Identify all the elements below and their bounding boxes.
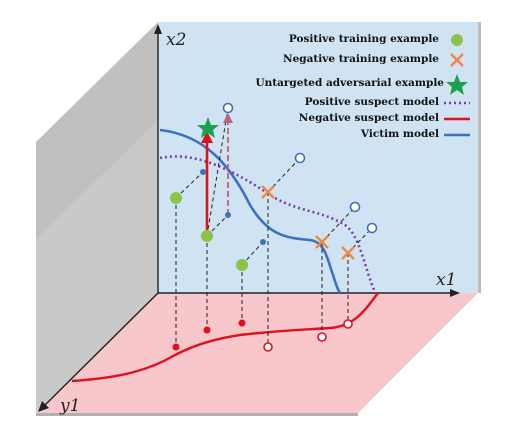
floor-point bbox=[203, 326, 211, 334]
projected-point bbox=[225, 212, 231, 218]
legend-label-positive-example: Positive training example bbox=[288, 33, 439, 45]
x2-axis-arrow bbox=[154, 24, 162, 34]
floor-point bbox=[172, 343, 180, 351]
left-wall-shade bbox=[36, 22, 158, 240]
legend-label-victim-model: Victim model bbox=[360, 128, 439, 140]
hollow-points bbox=[222, 102, 378, 234]
legend-marker-negative bbox=[450, 53, 464, 67]
x1-axis-label: x1 bbox=[436, 270, 457, 290]
y1-axis-label: y1 bbox=[60, 396, 81, 416]
legend-label-adversarial-example: Untargeted adversarial example bbox=[255, 77, 444, 89]
y1-axis bbox=[43, 292, 159, 407]
floor-hollow-points bbox=[263, 319, 353, 352]
x1-axis-arrow bbox=[450, 289, 460, 297]
x2-axis-label: x2 bbox=[166, 30, 187, 50]
floor-edge bbox=[36, 413, 358, 416]
positive-example bbox=[201, 230, 213, 242]
floor-point bbox=[238, 319, 246, 327]
projected-point bbox=[260, 239, 266, 245]
positive-suspect-curve bbox=[159, 155, 377, 293]
back-wall bbox=[158, 22, 478, 293]
adversarial-arrow-dashed-head bbox=[223, 113, 233, 123]
adversarial-arrow-solid-head bbox=[201, 131, 213, 143]
victim-model-curve bbox=[159, 128, 342, 294]
legend-label-negative-suspect: Negative suspect model bbox=[298, 112, 439, 124]
legend-marker-star bbox=[446, 74, 468, 95]
positive-example bbox=[236, 259, 248, 271]
floor-plane bbox=[36, 293, 478, 413]
back-wall-right-edge bbox=[478, 22, 481, 293]
adversarial-star bbox=[197, 117, 219, 138]
negative-examples bbox=[261, 185, 355, 260]
legend-label-negative-example: Negative training example bbox=[283, 53, 439, 65]
positive-example bbox=[170, 192, 182, 204]
legend-label-positive-suspect: Positive suspect model bbox=[304, 96, 439, 108]
projection-lines bbox=[175, 192, 349, 347]
legend-marker-positive bbox=[451, 34, 463, 46]
y1-axis-arrow bbox=[38, 401, 49, 412]
projected-point bbox=[200, 169, 206, 175]
